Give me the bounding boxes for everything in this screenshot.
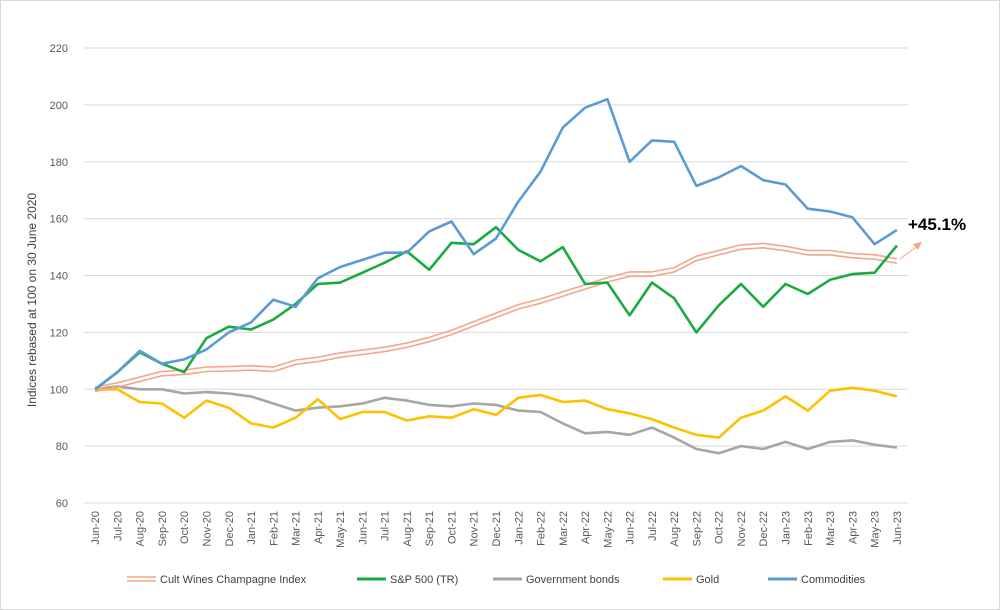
x-tick-label: Jun-21: [357, 511, 369, 545]
series-line-cult-wines-champagne-index: [94, 242, 898, 388]
x-axis-ticks: Jun-20 Jul-20 Aug-20 Sep-20 Oct-20 Nov-20 Dec-…: [90, 511, 904, 548]
series-line-s-p-500-tr: [94, 225, 898, 391]
y-axis-label: Indices rebased at 100 on 30 June 2020: [25, 193, 39, 407]
x-tick-label: May-23: [870, 511, 882, 548]
y-tick-label: 60: [56, 498, 68, 510]
series-line-government-bonds: [94, 385, 898, 455]
x-tick-label: Jan-23: [781, 511, 793, 545]
y-tick-label: 120: [50, 327, 68, 339]
x-tick-label: Jun-20: [90, 511, 102, 545]
x-tick-label: Feb-22: [536, 511, 548, 546]
y-tick-label: 200: [50, 100, 68, 112]
x-tick-label: Apr-21: [313, 511, 325, 544]
x-tick-label: Jul-21: [380, 511, 392, 541]
x-tick-label: Dec-20: [224, 511, 236, 546]
x-tick-label: Sep-21: [424, 511, 436, 546]
legend-label: S&P 500 (TR): [390, 574, 458, 586]
x-tick-label: Mar-22: [558, 511, 570, 546]
x-tick-label: Jan-21: [246, 511, 258, 545]
x-tick-label: Jan-22: [513, 511, 525, 545]
x-tick-label: Jul-20: [112, 511, 124, 541]
x-tick-label: Oct-21: [446, 511, 458, 544]
x-tick-label: Aug-20: [135, 511, 147, 546]
y-axis-ticks: 60 80 100 120 140 160 180 200 220: [50, 43, 68, 510]
x-tick-label: Nov-20: [201, 511, 213, 546]
legend: Cult Wines Champagne Index S&P 500 (TR) Go…: [127, 574, 866, 586]
x-tick-label: Sep-22: [691, 511, 703, 546]
x-tick-label: May-22: [602, 511, 614, 548]
x-tick-label: Feb-21: [268, 511, 280, 546]
series-line-gold: [95, 386, 898, 439]
legend-label: Cult Wines Champagne Index: [160, 574, 307, 586]
x-tick-label: Jul-22: [647, 511, 659, 541]
x-tick-label: Aug-22: [669, 511, 681, 546]
x-tick-label: Mar-21: [291, 511, 303, 546]
annotation-label: +45.1%: [908, 215, 966, 234]
x-tick-label: Oct-22: [714, 511, 726, 544]
series-lines: [94, 97, 898, 455]
x-tick-label: May-21: [335, 511, 347, 548]
x-tick-label: Jun-22: [625, 511, 637, 545]
y-tick-label: 160: [50, 214, 68, 226]
y-tick-label: 80: [56, 441, 68, 453]
x-tick-label: Aug-21: [402, 511, 414, 546]
annotation: +45.1%: [899, 215, 966, 260]
series-line-cult-wines-champagne-index-inner: [94, 247, 898, 393]
legend-label: Gold: [696, 574, 719, 586]
y-tick-label: 140: [50, 271, 68, 283]
x-tick-label: Apr-22: [580, 511, 592, 544]
x-tick-label: Oct-20: [179, 511, 191, 544]
x-tick-label: Apr-23: [847, 511, 859, 544]
x-tick-label: Sep-20: [157, 511, 169, 546]
annotation-arrowhead: [912, 241, 922, 250]
x-tick-label: Mar-23: [825, 511, 837, 546]
x-tick-label: Nov-21: [469, 511, 481, 546]
x-tick-label: Jun-23: [892, 511, 904, 545]
series-line-commodities: [94, 97, 898, 391]
y-tick-label: 180: [50, 157, 68, 169]
x-tick-label: Dec-22: [758, 511, 770, 546]
gridlines: [84, 47, 908, 504]
x-tick-label: Dec-21: [491, 511, 503, 546]
x-tick-label: Feb-23: [803, 511, 815, 546]
legend-label: Government bonds: [526, 574, 620, 586]
y-tick-label: 100: [50, 384, 68, 396]
y-tick-label: 220: [50, 43, 68, 55]
x-tick-label: Nov-22: [736, 511, 748, 546]
legend-label: Commodities: [801, 574, 866, 586]
